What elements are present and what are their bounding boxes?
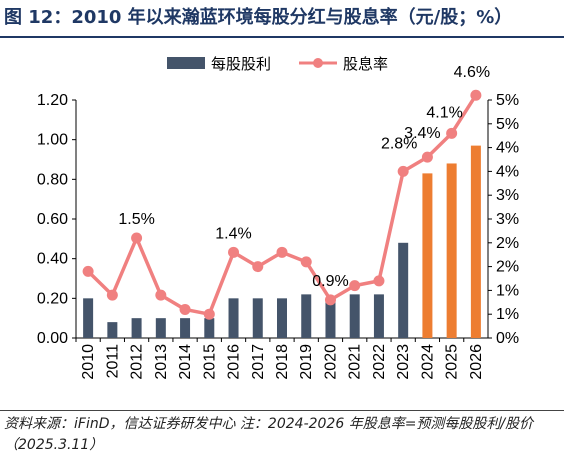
right-tick-label: 1%: [496, 282, 519, 299]
source-note: 资料来源：iFinD，信达证券研发中心 注：2024-2026 年股息率=预测每…: [4, 416, 534, 453]
right-tick-label: 3%: [496, 211, 519, 228]
yield-point: [106, 289, 118, 301]
right-tick-label: 1%: [496, 306, 519, 323]
right-tick-label: 2%: [496, 235, 519, 252]
right-tick-label: 5%: [496, 92, 519, 109]
bar: [373, 294, 384, 338]
x-tick-label: 2010: [80, 344, 97, 380]
bar: [252, 298, 263, 338]
yield-data-label: 1.4%: [215, 225, 251, 242]
bar: [83, 298, 94, 338]
bar: [204, 318, 215, 338]
bar: [398, 242, 409, 338]
right-tick-label: 3%: [496, 187, 519, 204]
right-tick-label: 5%: [496, 116, 519, 133]
bar-forecast: [446, 163, 457, 338]
right-tick-label: 4%: [496, 163, 519, 180]
yield-point: [131, 232, 143, 244]
x-tick-label: 2014: [177, 344, 194, 380]
yield-data-label: 4.1%: [426, 104, 462, 121]
yield-point: [252, 261, 264, 273]
yield-data-label: 2.8%: [381, 135, 417, 152]
right-tick-label: 0%: [496, 330, 519, 347]
legend-marker-yield: [313, 58, 323, 68]
x-tick-label: 2023: [395, 344, 412, 380]
left-tick-label: 1.00: [37, 132, 68, 149]
yield-point: [155, 289, 167, 301]
yield-point: [397, 165, 409, 177]
left-tick-label: 0.40: [37, 251, 68, 268]
legend-label-dividend: 每股股利: [211, 55, 271, 73]
bar: [131, 318, 142, 338]
x-tick-label: 2015: [201, 344, 218, 380]
bar: [180, 318, 191, 338]
yield-point: [276, 246, 288, 258]
bar: [107, 322, 118, 338]
yield-data-label: 4.6%: [454, 64, 490, 81]
figure-title: 图 12：2010 年以来瀚蓝环境每股分红与股息率（元/股；%）: [4, 7, 513, 28]
bar: [301, 294, 312, 338]
x-tick-label: 2025: [444, 344, 461, 380]
x-tick-label: 2019: [298, 344, 315, 380]
x-tick-label: 2013: [153, 344, 170, 380]
bar-forecast: [422, 173, 433, 338]
x-tick-label: 2016: [226, 344, 243, 380]
yield-point: [82, 265, 94, 277]
bar-forecast: [470, 145, 481, 338]
yield-point: [228, 246, 240, 258]
yield-point: [373, 275, 385, 287]
right-tick-label: 2%: [496, 259, 519, 276]
yield-point: [470, 89, 482, 101]
x-tick-label: 2011: [104, 344, 121, 379]
x-tick-label: 2020: [322, 344, 339, 380]
x-tick-label: 2018: [274, 344, 291, 380]
title-divider: [0, 36, 564, 38]
legend: 每股股利 股息率: [167, 55, 388, 73]
axes: [72, 99, 492, 342]
footer-divider: [0, 410, 564, 411]
x-tick-label: 2026: [468, 344, 485, 380]
left-tick-label: 1.20: [37, 92, 68, 109]
bar: [325, 298, 336, 338]
yield-point: [349, 280, 361, 292]
tick-labels: 0.00 0.20 0.40 0.60 0.80 1.00 1.20 0% 1% 1% 2% 2% 3%…: [37, 92, 519, 380]
yield-line: [82, 89, 482, 320]
left-tick-label: 0.00: [37, 330, 68, 347]
yield-point: [300, 256, 312, 268]
x-tick-label: 2024: [419, 344, 436, 380]
data-labels: 1.5% 1.4% 0.9% 2.8%3.4% 4.1% 4.6%: [118, 64, 490, 290]
bar: [277, 298, 287, 338]
left-tick-label: 0.80: [37, 171, 68, 188]
legend-label-yield: 股息率: [343, 55, 388, 73]
x-tick-label: 2012: [129, 344, 146, 380]
yield-point: [179, 303, 191, 315]
yield-point: [446, 127, 458, 139]
yield-data-label: 1.5%: [118, 211, 154, 228]
dividend-chart: 每股股利 股息率 1.5% 1.4% 0.9% 2.8%3.4% 4.1% 4.6% 0.0…: [37, 55, 519, 380]
yield-point: [324, 294, 336, 306]
yield-data-label: 0.9%: [312, 273, 348, 290]
right-tick-label: 4%: [496, 140, 519, 157]
x-tick-label: 2022: [371, 344, 388, 380]
yield-point: [421, 151, 433, 163]
bar: [155, 318, 166, 338]
bar: [228, 298, 239, 338]
x-tick-label: 2021: [347, 344, 364, 380]
x-tick-label: 2017: [250, 344, 267, 380]
left-tick-label: 0.60: [37, 211, 68, 228]
yield-data-label: 3.4%: [404, 125, 440, 142]
bar: [349, 294, 360, 338]
dividend-bars: [83, 145, 481, 338]
yield-point: [203, 308, 215, 320]
left-tick-label: 0.20: [37, 290, 68, 307]
legend-swatch-dividend: [167, 57, 205, 69]
